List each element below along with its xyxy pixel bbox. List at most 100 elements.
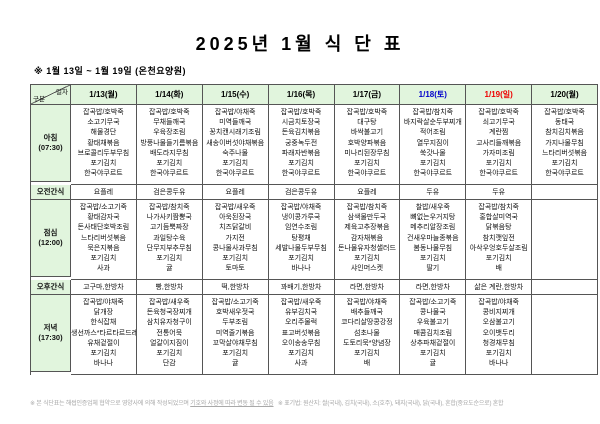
menu-item: 사과 xyxy=(96,265,110,273)
menu-item: 호박양파볶음 xyxy=(347,139,387,147)
menu-item: 배 xyxy=(495,265,502,273)
menu-item: 포기김치 xyxy=(90,159,117,167)
menu-item: 황태채볶음 xyxy=(87,139,120,147)
menu-item: 임연수조림 xyxy=(284,224,318,232)
pm-snack-menu-cell: 삶은 계란,한방차 xyxy=(466,280,533,295)
menu-item: 귤 xyxy=(231,360,239,368)
menu-item: 매콤김치조림 xyxy=(413,329,453,337)
row-label-dinner: 저녁 (17:30) xyxy=(31,295,71,372)
am-snack-menu-cell xyxy=(532,185,598,200)
menu-item: 호박새우젓국 xyxy=(215,309,255,317)
corner-label-category: 구분 xyxy=(33,96,45,103)
menu-item: 포기김치 xyxy=(354,254,380,262)
menu-item: 무채들깨국 xyxy=(153,119,186,127)
menu-item: 돈육청국장찌개 xyxy=(146,309,192,317)
menu-item: 포기김치 xyxy=(222,159,249,167)
menu-item: 섬초나물 xyxy=(354,329,380,337)
menu-item: 해물경단 xyxy=(90,129,117,137)
am-snack-menu-cell: 요플레 xyxy=(334,185,401,200)
menu-item: 콩나물사과무침 xyxy=(212,244,258,252)
menu-item: 시금치토장국 xyxy=(281,119,321,127)
dinner-menu-cell: 잡곡밥/소고기죽 호박새우젓국 두부조림 미역줄기볶음 꼬막살야채무침 포기김치 귤 xyxy=(202,295,269,375)
menu-item: 한국야쿠르트 xyxy=(84,170,123,178)
lunch-menu-cell: 잡곡밥/참치죽 홍합살미역국 닭볶음탕 참치깻잎전 아삭우엉호두살조림 포기김치 배 xyxy=(466,200,533,280)
date-header-5: 1/18(토) xyxy=(400,85,467,105)
menu-item: 잡곡밥/호박죽 xyxy=(478,109,519,116)
breakfast-menu-cell: 잡곡밥/호박죽 소고기무국 해물경단 황태채볶음 브로콜리두부무침 포기김치 한국야쿠르트 xyxy=(71,105,137,185)
menu-item: 잡곡밥/새우죽 xyxy=(214,204,256,211)
page-title: 2025년 1월 식 단 표 xyxy=(195,34,405,54)
corner-label-date: 일자 xyxy=(56,89,68,96)
menu-item: 브로콜리두부무침 xyxy=(77,149,130,157)
menu-item: 적어조림 xyxy=(419,129,446,137)
menu-item: 포기김치 xyxy=(485,349,512,357)
menu-item: 오이뱃두리 xyxy=(482,329,515,337)
lunch-menu-cell: 잡곡밥/소고기죽 황태감자국 돈사태단호박조림 느타리버섯볶음 묵은지볶음 포기김치 사과 xyxy=(71,200,137,280)
date-header-6: 1/19(일) xyxy=(466,85,533,105)
menu-item: 바지락살순두부찌개 xyxy=(403,119,462,127)
menu-item: 동태국 xyxy=(554,119,575,127)
menu-item: 포기김치 xyxy=(485,159,512,167)
menu-item: 삼색물만두국 xyxy=(347,214,387,222)
footnote-text-right: ※ 표기법: 원산지: 쌀(국내), 김치(국내), 소(호주), 돼지(국내)… xyxy=(277,401,504,407)
menu-item: 생선까스*타르타르드레싱 xyxy=(71,329,136,337)
menu-item: 한국야쿠르트 xyxy=(215,170,255,178)
menu-item: 배도라지무침 xyxy=(149,149,189,157)
menu-item: 배 xyxy=(363,360,371,368)
menu-item: 토마토 xyxy=(225,265,245,273)
menu-item: 상추파채겉절이 xyxy=(410,339,456,347)
breakfast-menu-cell: 잡곡밥/호박죽 시금치토장국 돈육김치볶음 궁중녹두전 파래자반볶음 포기김치 한국야쿠르트 xyxy=(268,105,335,185)
menu-item: 돈사태단호박조림 xyxy=(77,224,130,232)
breakfast-menu-cell: 잡곡밥/호박죽 무채들깨국 우육장조림 방풍나물들기름볶음 배도라지무침 포기김치 한국야쿠… xyxy=(136,105,203,185)
row-label-breakfast: 아침 (07:30) xyxy=(31,105,71,182)
dinner-menu-cell: 잡곡밥/야채죽 콩비지찌개 오삼불고기 오이뱃두리 청경채무침 포기김치 바나나 xyxy=(466,295,533,375)
menu-item: 유부김치국 xyxy=(284,309,318,317)
menu-item: 포기김치 xyxy=(222,349,249,357)
menu-item: 잡곡밥/호박죽 xyxy=(83,109,124,116)
breakfast-menu-cell: 잡곡밥/참치죽 바지락살순두부찌개 적어조림 열무지짐이 쑥갓나물 포기김치 한국야쿠르트 xyxy=(400,105,467,185)
menu-item: 얼갈이지짐이 xyxy=(149,339,189,347)
menu-item: 포기김치 xyxy=(222,254,249,262)
breakfast-menu-cell: 잡곡밥/야채죽 미역들깨국 꽁치캔시래기조림 새송이버섯야채볶음 숙주나물 포기김치 한국야… xyxy=(202,105,269,185)
menu-item: 귤 xyxy=(429,360,437,368)
date-header-3: 1/16(목) xyxy=(268,85,335,105)
row-lunch: 점심 (12:00) 잡곡밥/소고기죽 황태감자국 돈사태단호박조림 느타리버섯볶음 묵은지… xyxy=(31,200,598,280)
menu-item: 콩나물국 xyxy=(419,309,446,317)
menu-item: 두부조림 xyxy=(222,319,249,327)
menu-item: 잡곡밥/야채죽 xyxy=(214,109,256,116)
menu-table: 일자 구분 1/13(월) 1/14(화) 1/15(수) 1/16(목) 1/17(금… xyxy=(30,84,598,375)
menu-item: 사과 xyxy=(294,360,308,368)
menu-item: 단무지부추무침 xyxy=(146,244,192,252)
date-range-subtitle: ※ 1월 13일 ~ 1월 19일 (온천요양원) xyxy=(34,66,187,76)
menu-item: 잡곡밥/소고기죽 xyxy=(79,204,127,211)
menu-item: 잡곡밥/호박죽 xyxy=(346,109,388,116)
date-header-7: 1/20(월) xyxy=(532,85,598,105)
dinner-menu-cell: 잡곡밥/새우죽 돈육청국장찌개 삼치유자청구이 전통어묵 얼갈이지짐이 포기김치 단감 xyxy=(136,295,203,375)
menu-item: 배추들깨국 xyxy=(350,309,384,317)
am-snack-menu-cell: 요플레 xyxy=(202,185,269,200)
pm-snack-menu-cell: 꽈배기,한방차 xyxy=(268,280,335,295)
menu-item: 한국야쿠르트 xyxy=(479,170,518,178)
menu-item: 제육고추장볶음 xyxy=(344,224,390,232)
menu-item: 한식잡채 xyxy=(90,319,117,327)
menu-item: 단감 xyxy=(162,360,176,368)
menu-item: 포기김치 xyxy=(354,159,380,167)
menu-item: 도토리묵*양념장 xyxy=(343,339,391,347)
pm-snack-menu-cell: 라면,한방차 xyxy=(400,280,467,295)
menu-item: 홍합살미역국 xyxy=(479,214,518,222)
menu-item: 한국야쿠르트 xyxy=(413,170,453,178)
menu-item: 한국야쿠르트 xyxy=(545,170,584,178)
menu-item: 전통어묵 xyxy=(156,329,183,337)
lunch-menu-cell: 잡곡밥/야채죽 냉이콩가루국 임연수조림 탕평채 세발나물두부무침 포기김치 바나나 xyxy=(268,200,335,280)
footnote: ※ 본 식단표는 해썹인증업체 협약으로 영양사에 의해 작성되었으며 기호와 … xyxy=(30,398,590,407)
breakfast-menu-cell: 잡곡밥/호박죽 대구탕 바싹불고기 호박양파볶음 미나리된장무침 포기김치 한국야쿠르트 xyxy=(334,105,401,185)
menu-item: 한국야쿠르트 xyxy=(149,170,189,178)
menu-item: 우육장조림 xyxy=(153,129,186,137)
menu-item: 샤인머스켓 xyxy=(350,265,384,273)
menu-item: 포기김치 xyxy=(288,349,314,357)
menu-item: 포기김치 xyxy=(354,349,380,357)
menu-item: 포기김치 xyxy=(485,254,512,262)
row-breakfast: 아침 (07:30) 잡곡밥/호박죽 소고기무국 해물경단 황태채볶음 브로콜리두부무침 포기… xyxy=(31,105,598,185)
menu-item: 가지전 xyxy=(225,234,245,242)
menu-item: 오이송송무침 xyxy=(281,339,321,347)
